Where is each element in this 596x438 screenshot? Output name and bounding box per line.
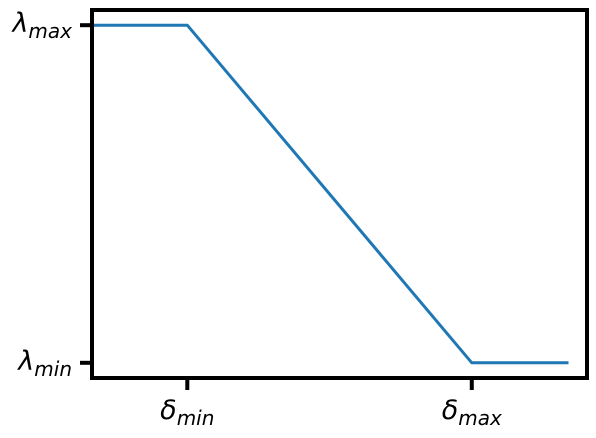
x-tick-label-min: δmin bbox=[160, 395, 214, 430]
y-tick-label-min-subscript: min bbox=[34, 357, 72, 381]
x-tick-label-min-subscript: min bbox=[177, 406, 215, 430]
axes-frame bbox=[90, 8, 589, 380]
x-tick-label-max-subscript: max bbox=[458, 406, 502, 430]
y-tick-label-max-symbol: λ bbox=[10, 8, 28, 39]
y-tick-label-max: λmax bbox=[10, 8, 72, 43]
series-layer bbox=[90, 23, 569, 365]
y-tick-label-min: λmin bbox=[16, 346, 72, 381]
ticks-layer bbox=[80, 23, 474, 390]
y-tick-label-max-subscript: max bbox=[28, 19, 72, 43]
x-tick-label-max-symbol: δ bbox=[442, 395, 459, 426]
y-tick-label-min-symbol: λ bbox=[16, 346, 34, 377]
series-line-0 bbox=[90, 23, 569, 365]
x-tick-label-max: δmax bbox=[442, 395, 502, 430]
x-tick-label-min-symbol: δ bbox=[160, 395, 177, 426]
